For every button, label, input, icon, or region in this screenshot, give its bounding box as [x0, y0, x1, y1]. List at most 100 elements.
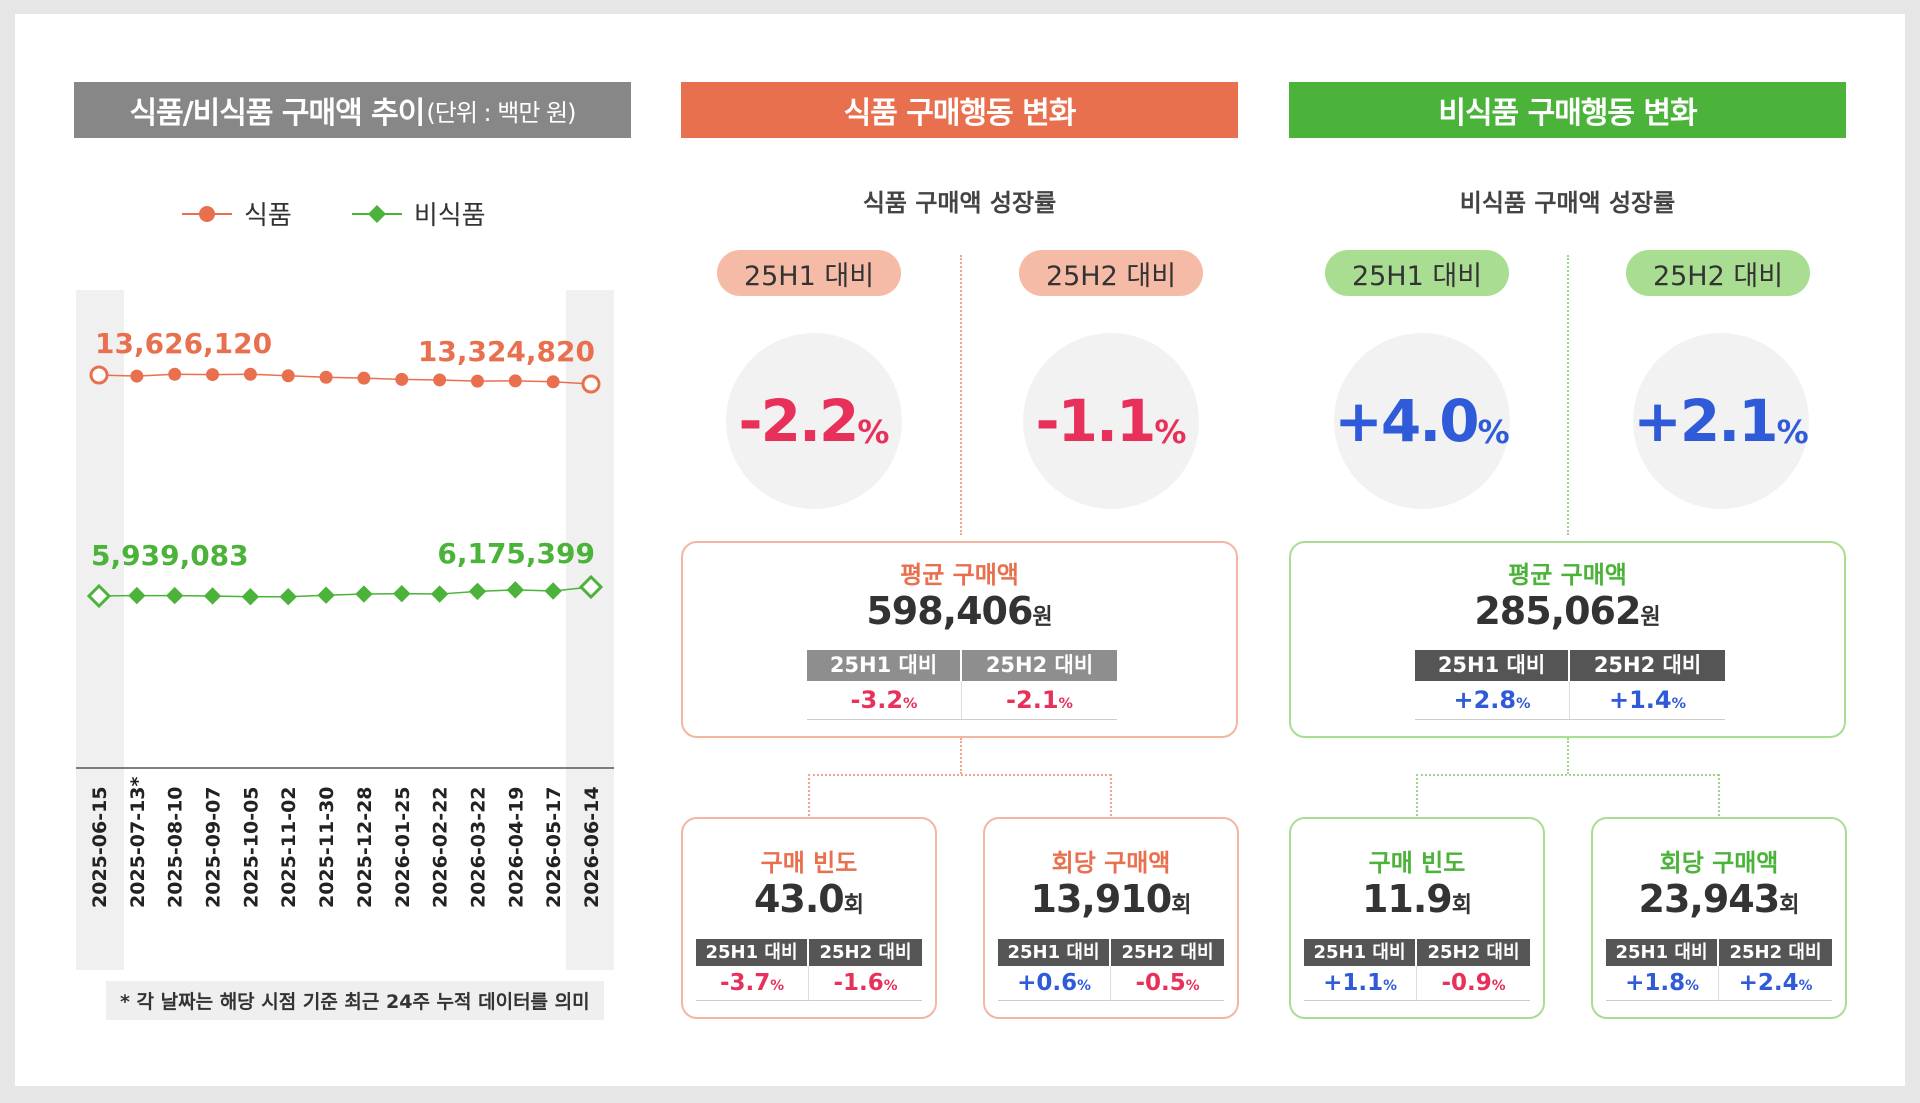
nonfood-freq-h2-value: -0.9%: [1417, 966, 1530, 1001]
food-growth-h2-pill: 25H2 대비: [1019, 250, 1203, 296]
food-point: [89, 365, 109, 385]
x-tick-label: 2026-01-25: [392, 786, 414, 908]
food-point: [168, 367, 182, 381]
food-avg-h1-value: -3.2%: [807, 681, 962, 720]
food-first-label: 13,626,120: [95, 327, 272, 360]
nonfood-growth-h1-value: +4.0: [1334, 387, 1479, 455]
food-point: [581, 374, 601, 394]
diamond-marker-icon: [351, 204, 402, 223]
trend-line-chart: 13,626,120 13,324,820 5,939,083 6,175,399 20…: [76, 327, 614, 908]
food-per-value: 13,910회: [1030, 877, 1192, 921]
food-banner: 식품 구매행동 변화: [681, 82, 1238, 138]
nonfood-point: [506, 581, 525, 599]
nonfood-per-compare: 25H1 대비 +1.8% 25H2 대비 +2.4%: [1606, 939, 1832, 1001]
food-per-compare: 25H1 대비 +0.6% 25H2 대비 -0.5%: [998, 939, 1224, 1001]
nonfood-growth-h1-pill: 25H1 대비: [1325, 250, 1509, 296]
nonfood-growth-h2-pill: 25H2 대비: [1626, 250, 1810, 296]
compare-header: 25H1 대비: [1606, 939, 1719, 966]
food-freq-value: 43.0회: [753, 877, 864, 921]
nonfood-avg-unit: 원: [1640, 605, 1661, 630]
food-point: [395, 372, 409, 386]
food-point: [281, 369, 295, 383]
x-tick-label: 2026-05-17: [543, 786, 565, 908]
trend-banner: 식품/비식품 구매액 추이 (단위 : 백만 원): [74, 82, 631, 138]
nonfood-connector-stem: [1567, 738, 1569, 774]
nonfood-avg-h1-value: +2.8%: [1415, 681, 1570, 720]
food-growth-h1-pill: 25H1 대비: [717, 250, 901, 296]
food-point: [433, 373, 447, 387]
x-tick-label: 2025-06-15: [89, 786, 111, 908]
percent-sign: %: [1154, 413, 1187, 451]
nonfood-avg-card: 평균 구매액 285,062원 25H1 대비 +2.8% 25H2 대비 +1…: [1289, 541, 1846, 738]
nonfood-point: [165, 586, 184, 605]
food-growth-h1-circle: -2.2%: [726, 333, 902, 509]
food-per-h1-value: +0.6%: [998, 966, 1111, 1001]
nonfood-growth-h2-circle: +2.1%: [1633, 333, 1809, 509]
food-avg-unit: 원: [1032, 605, 1053, 630]
nonfood-avg-number: 285,062: [1474, 589, 1641, 633]
food-growth-h1-value: -2.2: [738, 387, 860, 455]
nonfood-first-label: 5,939,083: [91, 539, 249, 572]
trend-title: 식품/비식품 구매액 추이: [129, 96, 426, 131]
food-subtitle: 식품 구매액 성장률: [862, 189, 1057, 217]
food-freq-card: 구매 빈도 43.0회 25H1 대비 -3.7% 25H2 대비 -1.6%: [681, 817, 937, 1019]
nonfood-banner: 비식품 구매행동 변화: [1289, 82, 1846, 138]
nonfood-point: [355, 585, 373, 603]
nonfood-freq-label: 구매 빈도: [1368, 849, 1466, 877]
food-per-label: 회당 구매액: [1051, 849, 1171, 877]
food-freq-h1-value: -3.7%: [696, 966, 809, 1001]
nonfood-point: [279, 588, 297, 606]
food-point: [243, 367, 257, 381]
trend-unit: (단위 : 백만 원): [426, 98, 576, 127]
nonfood-avg-label: 평균 구매액: [1508, 561, 1627, 589]
nonfood-freq-compare: 25H1 대비 +1.1% 25H2 대비 -0.9%: [1304, 939, 1530, 1001]
compare-header: 25H2 대비: [809, 939, 922, 966]
food-avg-compare: 25H1 대비 -3.2% 25H2 대비 -2.1%: [807, 650, 1117, 720]
compare-header: 25H2 대비: [1111, 939, 1224, 966]
food-connector-left: [808, 774, 810, 816]
food-last-label: 13,324,820: [418, 335, 595, 368]
nonfood-point: [578, 574, 604, 600]
nonfood-point: [393, 584, 411, 603]
compare-header: 25H2 대비: [1417, 939, 1530, 966]
food-point: [508, 374, 522, 388]
food-point: [546, 375, 560, 389]
food-avg-h2-value: -2.1%: [962, 681, 1117, 720]
percent-sign: %: [1776, 413, 1809, 451]
nonfood-point: [468, 582, 487, 601]
nonfood-connector-right: [1718, 774, 1720, 816]
compare-header: 25H1 대비: [1304, 939, 1417, 966]
nonfood-per-card: 회당 구매액 23,943회 25H1 대비 +1.8% 25H2 대비 +2.…: [1591, 817, 1847, 1019]
nonfood-last-label: 6,175,399: [437, 537, 595, 570]
x-tick-label: 2025-11-02: [278, 786, 300, 908]
food-connector-right: [1110, 774, 1112, 816]
highlight-strip-start: [76, 290, 124, 970]
x-tick-label: 2025-09-07: [203, 786, 225, 908]
nonfood-point: [317, 586, 335, 604]
compare-header: 25H2 대비: [1570, 650, 1725, 681]
compare-header: 25H2 대비: [962, 650, 1117, 681]
nonfood-per-h2-value: +2.4%: [1719, 966, 1832, 1001]
chart-footnote: * 각 날짜는 해당 시점 기준 최근 24주 누적 데이터를 의미: [106, 981, 604, 1020]
nonfood-per-label: 회당 구매액: [1659, 849, 1779, 877]
x-tick-label: 2025-11-30: [316, 786, 338, 908]
nonfood-avg-value: 285,062원: [1291, 589, 1844, 633]
food-growth-h2-circle: -1.1%: [1023, 333, 1199, 509]
compare-header: 25H2 대비: [1719, 939, 1832, 966]
nonfood-connector-left: [1416, 774, 1418, 816]
nonfood-divider: [1567, 255, 1569, 535]
nonfood-per-value: 23,943회: [1638, 877, 1800, 921]
legend-label-food: 식품: [244, 201, 292, 231]
nonfood-point: [544, 582, 562, 600]
x-tick-label: 2025-12-28: [354, 786, 376, 908]
nonfood-point: [430, 585, 449, 603]
nonfood-freq-h1-value: +1.1%: [1304, 966, 1417, 1001]
compare-header: 25H1 대비: [998, 939, 1111, 966]
food-per-card: 회당 구매액 13,910회 25H1 대비 +0.6% 25H2 대비 -0.…: [983, 817, 1239, 1019]
food-divider: [960, 255, 962, 535]
food-connector-stem: [960, 738, 962, 774]
nonfood-point: [128, 586, 146, 605]
food-point: [130, 369, 144, 383]
chart-legend: 식품 비식품: [182, 195, 486, 232]
food-point: [319, 370, 333, 384]
